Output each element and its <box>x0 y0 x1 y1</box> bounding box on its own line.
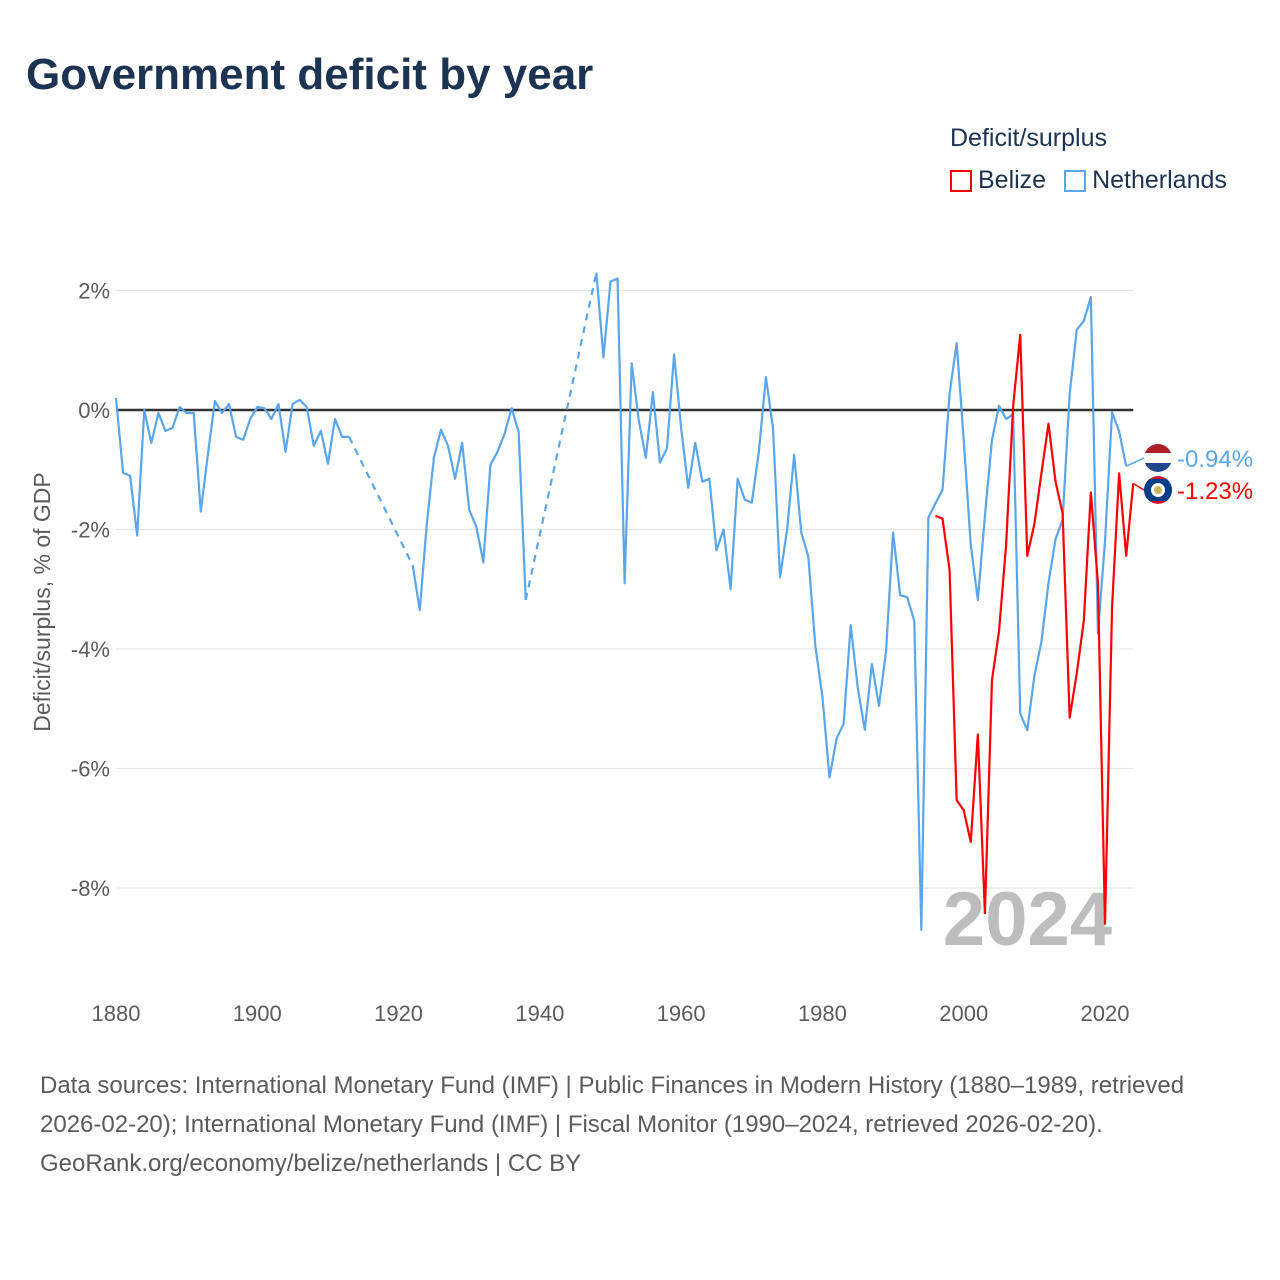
x-tick-label: 1920 <box>374 1001 423 1026</box>
data-sources: Data sources: International Monetary Fun… <box>40 1072 1185 1138</box>
x-tick-label: 2020 <box>1081 1001 1130 1026</box>
legend-swatch-belize <box>950 169 972 192</box>
y-tick-label: -2% <box>71 518 110 543</box>
end-label-connector-belize <box>1132 482 1145 491</box>
footer: Data sources: International Monetary Fun… <box>40 1066 1240 1183</box>
end-label-belize: -1.23% <box>1177 478 1253 505</box>
year-watermark: 2024 <box>943 877 1112 962</box>
y-tick-label: -8% <box>71 876 110 901</box>
legend-label-netherlands: Netherlands <box>1092 166 1227 194</box>
x-tick-label: 1980 <box>798 1001 847 1026</box>
chart-title: Government deficit by year <box>26 50 594 99</box>
x-tick-label: 1880 <box>92 1001 141 1026</box>
x-tick-label: 1940 <box>515 1001 564 1026</box>
legend-item-netherlands[interactable]: Netherlands <box>1064 166 1227 195</box>
y-axis-title: Deficit/surplus, % of GDP <box>29 472 55 731</box>
belize-flag-icon <box>1144 476 1172 504</box>
source-link[interactable]: GeoRank.org/economy/belize/netherlands |… <box>40 1150 582 1177</box>
series-line-netherlands-gap <box>348 272 598 601</box>
legend-swatch-netherlands <box>1064 169 1087 192</box>
x-tick-label: 2000 <box>939 1001 988 1026</box>
y-tick-label: 2% <box>78 279 110 304</box>
x-tick-label: 1960 <box>657 1001 706 1026</box>
series-line-netherlands <box>114 272 1128 931</box>
y-tick-label: -6% <box>71 757 110 782</box>
y-tick-label: 0% <box>78 398 110 423</box>
y-tick-label: -4% <box>71 637 110 662</box>
x-tick-label: 1900 <box>233 1001 282 1026</box>
end-label-connector-netherlands <box>1125 457 1145 467</box>
legend-item-belize[interactable]: Belize <box>950 166 1046 195</box>
end-label-netherlands: -0.94% <box>1177 446 1253 473</box>
legend-title: Deficit/surplus <box>950 124 1107 152</box>
series-line-belize <box>935 333 1135 925</box>
legend: Belize Netherlands <box>950 166 1227 195</box>
legend-label-belize: Belize <box>978 166 1047 194</box>
netherlands-flag-icon <box>1144 444 1172 472</box>
